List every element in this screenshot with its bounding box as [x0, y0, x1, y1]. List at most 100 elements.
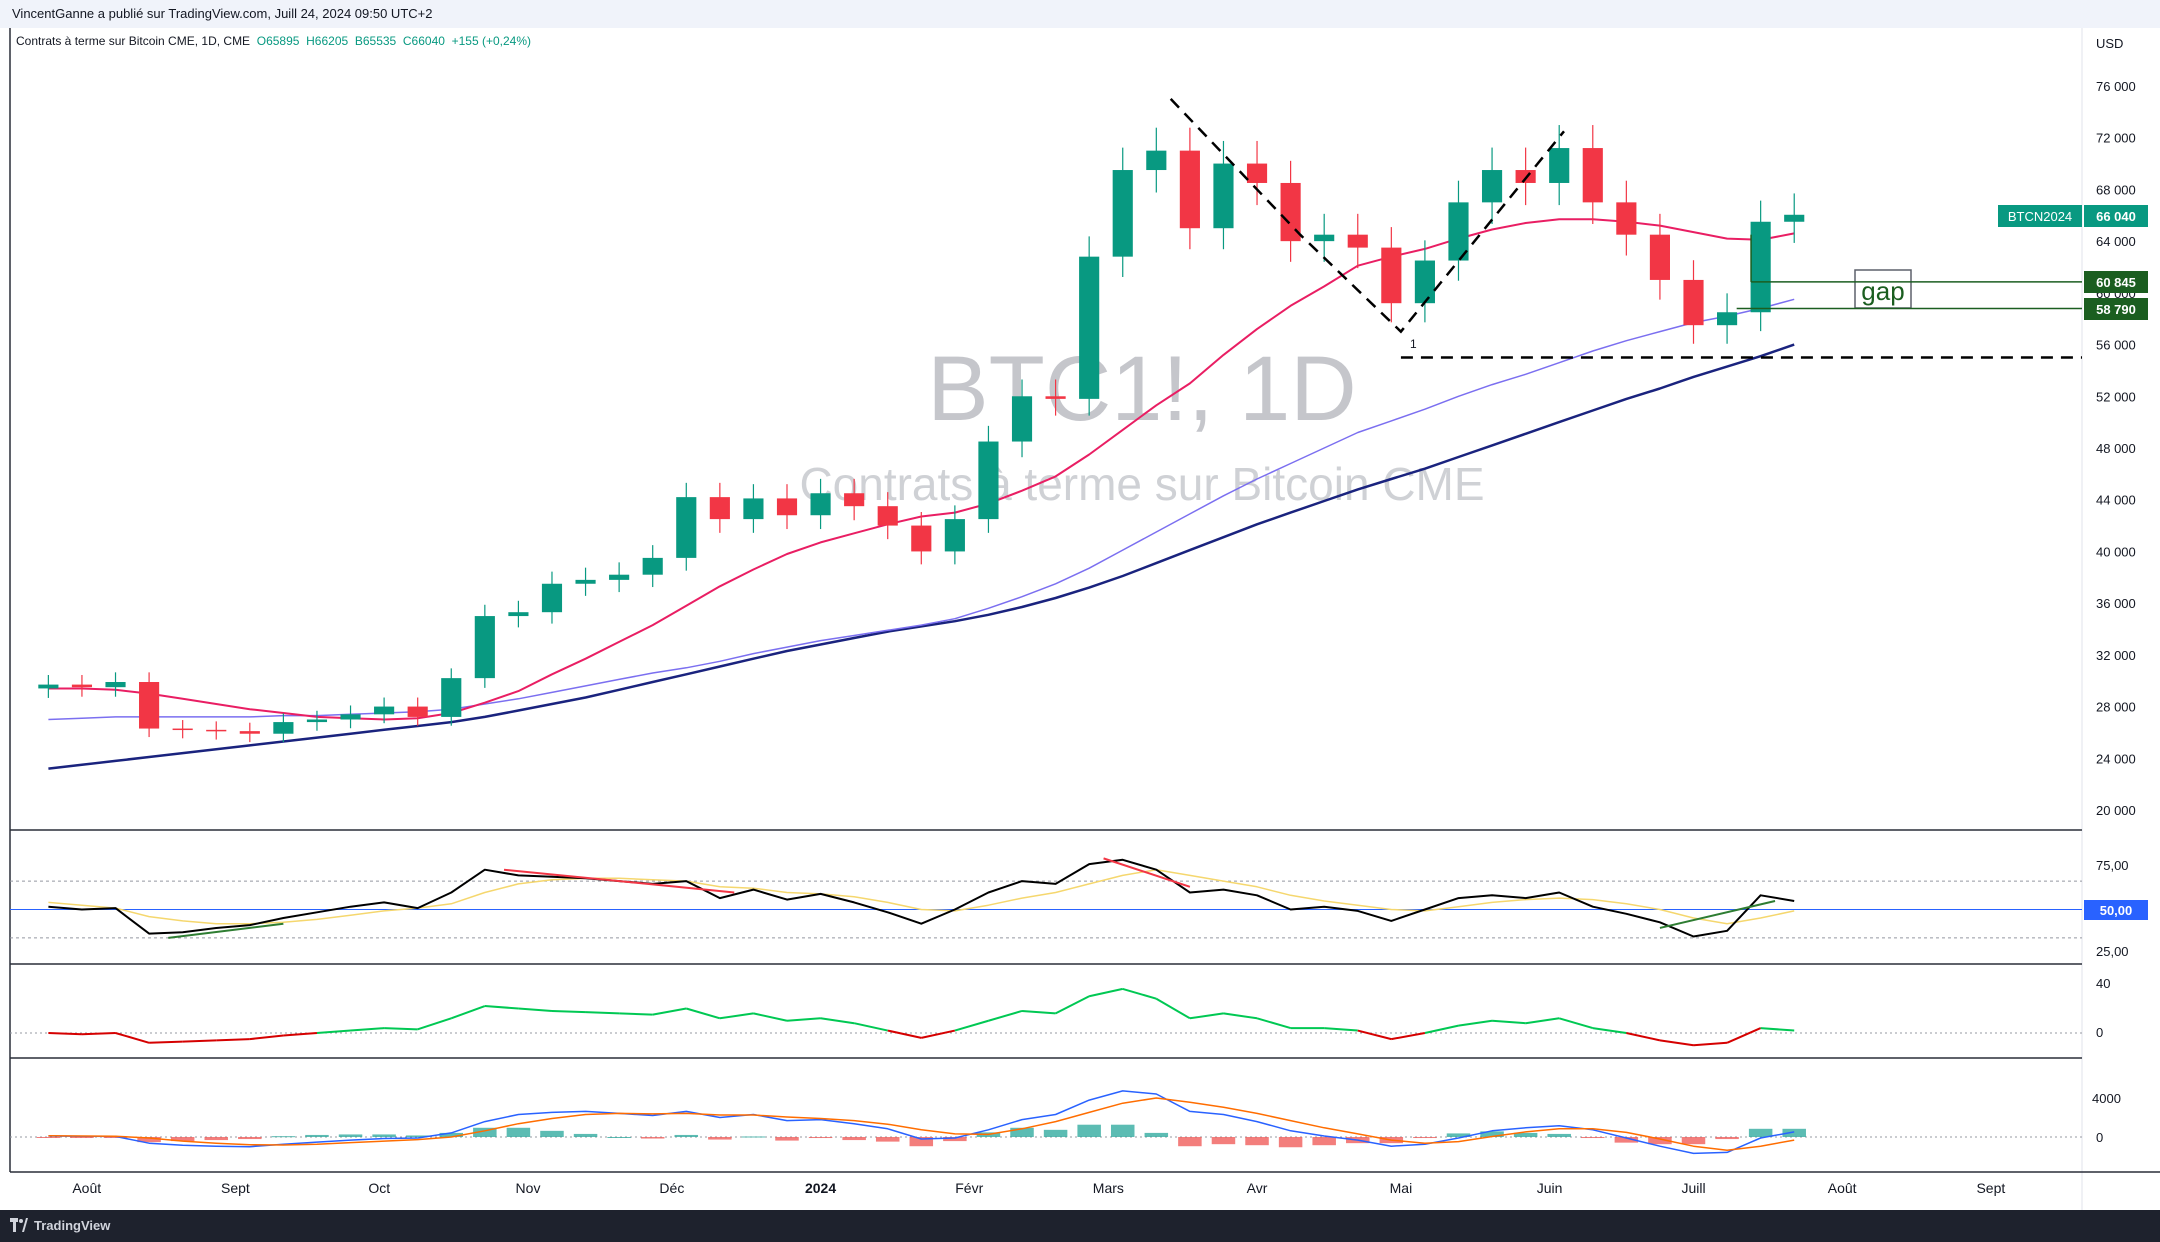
macd-histogram-bar	[674, 1134, 699, 1137]
price-tick-label: 20 000	[2096, 803, 2136, 818]
candle-body	[1649, 234, 1670, 280]
rsi-signal-line	[48, 868, 1795, 925]
candle-body	[1549, 148, 1570, 183]
ma-mid-line	[48, 298, 1795, 721]
macd-histogram-bar	[573, 1133, 598, 1137]
osc-segment	[921, 1029, 956, 1039]
osc-segment	[786, 1017, 821, 1022]
candle-body	[877, 506, 898, 526]
badge-gap-bottom-bg	[2084, 298, 2148, 320]
badge-value: 66 040	[2096, 209, 2136, 224]
osc-segment	[182, 1039, 217, 1043]
rsi-midline-badge-bg	[2084, 900, 2148, 920]
price-tick-label: 64 000	[2096, 234, 2136, 249]
osc-segment	[1525, 1017, 1560, 1025]
candle-body	[810, 493, 831, 516]
osc-tick-0: 0	[2096, 1025, 2103, 1040]
candle-body	[1112, 170, 1133, 257]
osc-segment	[1391, 1032, 1426, 1041]
macd-histogram-bar	[909, 1137, 934, 1147]
badge-btcn2024: BTCN2024 66 040	[1998, 205, 2148, 227]
price-tick-label: 52 000	[2096, 389, 2136, 404]
price-tick-label: 32 000	[2096, 648, 2136, 663]
rsi-divergence-line	[1659, 900, 1776, 929]
candle-body	[1079, 256, 1100, 399]
badge-gap-top: 60 845	[2084, 271, 2148, 293]
candle-body	[1146, 150, 1167, 171]
candle-body	[273, 722, 294, 734]
macd-histogram-bar	[1077, 1124, 1101, 1137]
macd-histogram-bar	[1211, 1137, 1236, 1145]
osc-segment	[48, 1032, 82, 1036]
candle-body	[1784, 214, 1805, 222]
badge-label: BTCN2024	[2008, 209, 2072, 224]
macd-histogram-bar	[1043, 1129, 1068, 1137]
osc-segment	[1693, 1041, 1728, 1047]
osc-segment	[450, 1005, 486, 1020]
candle-body	[1045, 396, 1066, 399]
osc-segment	[1223, 1012, 1258, 1020]
candle-body	[105, 682, 126, 688]
rsi-tick-75: 75,00	[2096, 858, 2129, 873]
macd-histogram-bar	[775, 1137, 799, 1141]
macd-histogram-bar	[338, 1134, 363, 1137]
footer-bar: TradingView	[0, 1210, 2160, 1242]
osc-segment	[149, 1040, 183, 1044]
rsi-midline-badge: 50,00	[2100, 903, 2133, 918]
osc-segment	[417, 1017, 452, 1031]
candle-body	[139, 682, 160, 729]
osc-segment	[1491, 1019, 1526, 1025]
symbol-legend: Contrats à terme sur Bitcoin CME, 1D, CM…	[16, 34, 531, 48]
osc-segment	[249, 1034, 284, 1041]
price-tick-label: 76 000	[2096, 79, 2136, 94]
price-tick-label: 24 000	[2096, 751, 2136, 766]
osc-segment	[1357, 1029, 1392, 1041]
macd-histogram-bar	[1681, 1137, 1706, 1145]
macd-histogram-bar	[405, 1135, 430, 1137]
publish-info: VincentGanne a publié sur TradingView.co…	[12, 6, 433, 21]
candle-body	[407, 706, 428, 717]
osc-segment	[316, 1029, 351, 1034]
price-tick-label: 56 000	[2096, 338, 2136, 353]
osc-segment	[1324, 1027, 1358, 1032]
osc-segment	[350, 1027, 385, 1032]
macd-histogram-bar	[1110, 1124, 1135, 1137]
macd-histogram-bar	[1614, 1137, 1639, 1143]
macd-histogram-bar	[1581, 1137, 1605, 1139]
watermark-name: Contrats à terme sur Bitcoin CME	[799, 458, 1484, 510]
candle-body	[1616, 202, 1637, 235]
macd-histogram-bar	[1312, 1137, 1336, 1146]
candle-body	[71, 684, 93, 688]
watermark-ticker: BTC1!, 1D	[927, 338, 1356, 440]
macd-tick-4000: 4000	[2092, 1091, 2121, 1106]
macd-histogram-bar	[1178, 1137, 1202, 1147]
price-tick-label: 48 000	[2096, 441, 2136, 456]
osc-segment	[1256, 1017, 1291, 1030]
badge-gap-top-value: 60 845	[2096, 275, 2136, 290]
osc-segment	[518, 1007, 553, 1012]
candle-body	[1280, 182, 1301, 242]
macd-histogram-bar	[943, 1137, 967, 1142]
badge-gap-bottom-value: 58 790	[2096, 302, 2136, 317]
rsi-line	[48, 858, 1795, 938]
legend-symbol: Contrats à terme sur Bitcoin CME, 1D, CM…	[16, 34, 251, 48]
price-pane	[38, 125, 1805, 770]
osc-segment	[1659, 1039, 1694, 1047]
candle-body	[1582, 148, 1603, 203]
legend-close: C66040	[402, 34, 445, 48]
macd-histogram-bar	[708, 1137, 732, 1140]
osc-segment	[1021, 1009, 1056, 1015]
osc-segment	[384, 1027, 418, 1031]
candle-body	[441, 678, 462, 717]
osc-segment	[1726, 1027, 1762, 1044]
candle-body	[1750, 221, 1771, 313]
candle-body	[978, 441, 999, 520]
macd-histogram-bar	[36, 1137, 61, 1138]
macd-histogram-bar	[271, 1136, 296, 1138]
osc-segment	[1558, 1017, 1594, 1030]
osc-segment	[1626, 1032, 1661, 1042]
price-tick-label: 36 000	[2096, 596, 2136, 611]
candle-body	[508, 612, 529, 617]
time-axis-label: Août	[72, 1180, 101, 1196]
